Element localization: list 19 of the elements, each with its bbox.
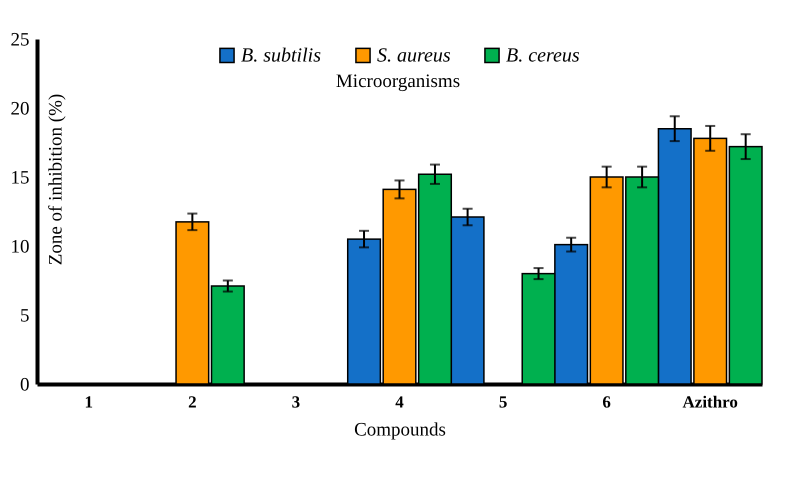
legend-label: S. aureus bbox=[377, 44, 451, 66]
x-tick-label: 6 bbox=[602, 392, 611, 412]
x-tick-label: Azithro bbox=[682, 392, 738, 412]
y-tick-label: 25 bbox=[10, 30, 30, 50]
x-axis-title: Compounds bbox=[354, 420, 446, 440]
legend-title: Microorganisms bbox=[336, 71, 460, 92]
y-tick-label: 15 bbox=[10, 168, 30, 188]
y-tick-label: 10 bbox=[10, 236, 30, 258]
y-tick-label: 20 bbox=[10, 98, 30, 120]
x-tick-label: 4 bbox=[395, 392, 404, 412]
x-tick-label: 2 bbox=[188, 392, 197, 412]
legend-label: B. subtilis bbox=[241, 44, 322, 66]
y-tick-label: 5 bbox=[20, 306, 30, 326]
x-tick-label: 1 bbox=[84, 392, 94, 412]
y-tick-label: 0 bbox=[20, 374, 30, 396]
y-axis-title: Zone of inhibition (%) bbox=[46, 94, 66, 266]
x-tick-label: 3 bbox=[292, 392, 300, 412]
legend-label: B. cereus bbox=[506, 44, 580, 66]
x-tick-label: 5 bbox=[498, 392, 508, 412]
